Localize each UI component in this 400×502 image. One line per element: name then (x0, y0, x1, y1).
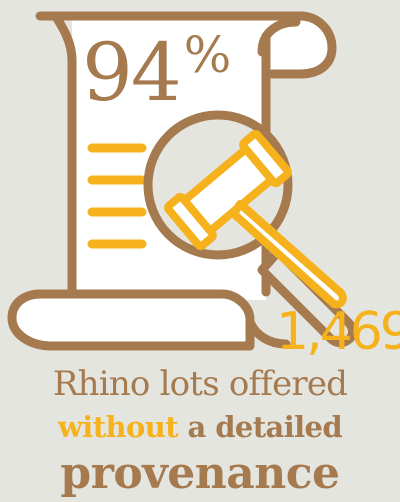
caption-line-1: Rhino lots offered (52, 364, 348, 404)
percent-value: 94 (82, 26, 182, 119)
percent-stat: 94% (82, 30, 231, 113)
text-lines-icon (87, 143, 147, 249)
percent-sign: % (183, 26, 231, 84)
caption-highlight: without (57, 410, 179, 444)
caption-line-2-rest: a detailed (178, 410, 343, 444)
gavel-icon (164, 130, 347, 309)
lot-count: 1,469 (276, 302, 400, 362)
caption-line-2: without a detailed (0, 413, 400, 442)
caption-line-3: provenance (60, 448, 340, 499)
